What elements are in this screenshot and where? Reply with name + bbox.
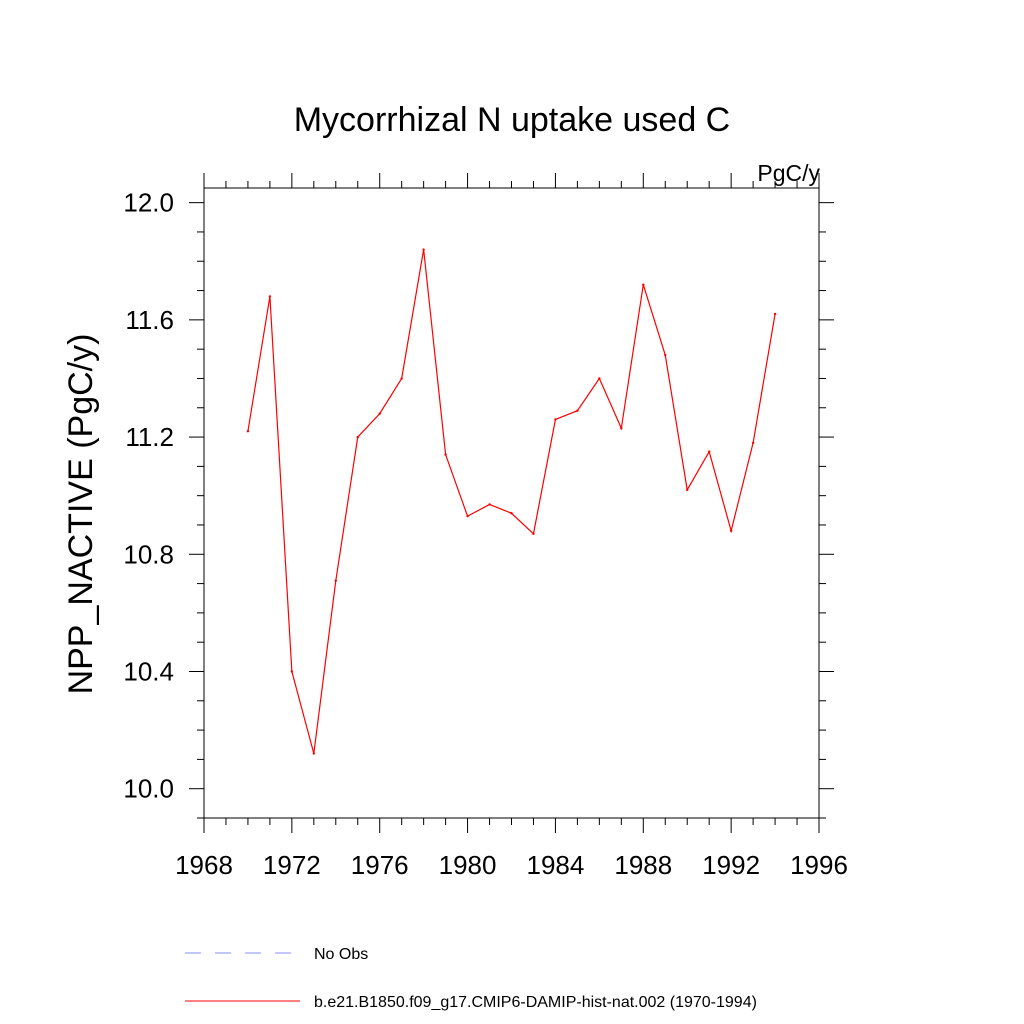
data-point (773, 312, 777, 316)
x-tick-label: 1988 (614, 850, 672, 880)
data-point (686, 488, 689, 492)
data-point (334, 579, 337, 582)
y-tick-label: 10.0 (123, 774, 174, 804)
data-point (356, 435, 359, 439)
series-group (246, 248, 777, 755)
data-point (729, 529, 733, 533)
data-point (466, 514, 469, 518)
y-tick-label: 11.2 (125, 422, 174, 452)
data-point (642, 283, 645, 286)
legend-label: No Obs (314, 946, 368, 963)
legend-label: b.e21.B1850.f09_g17.CMIP6-DAMIP-hist-nat… (314, 994, 757, 1011)
x-tick-label: 1972 (263, 850, 321, 880)
data-point (554, 418, 557, 421)
series-line-1 (247, 249, 776, 754)
axis-ticks: 1968 1972 1976 1980 1984 1988 1992 1996 10.0 10.4… (123, 173, 848, 880)
x-tick-label: 1984 (527, 850, 585, 880)
x-tick-label: 1996 (790, 850, 848, 880)
data-point (444, 453, 447, 456)
y-tick-label: 11.6 (125, 305, 174, 335)
data-point (268, 295, 272, 298)
data-point (246, 430, 250, 433)
y-axis-label: NPP_NACTIVE (PgC/y) (62, 334, 100, 695)
data-point (422, 248, 425, 251)
data-point (488, 503, 491, 506)
data-point (751, 441, 755, 445)
data-point (400, 377, 403, 380)
x-tick-label: 1992 (702, 850, 760, 880)
legend: No Obs b.e21.B1850.f09_g17.CMIP6-DAMIP-hi… (185, 946, 757, 1011)
x-tick-label: 1980 (439, 850, 497, 880)
data-point (576, 409, 579, 412)
data-point (312, 752, 316, 755)
x-tick-label: 1968 (175, 850, 233, 880)
plot-area (203, 187, 820, 819)
y-tick-label: 10.4 (123, 656, 174, 686)
data-point (707, 450, 711, 453)
data-point (532, 532, 535, 535)
data-point (290, 670, 294, 673)
plot-frame (203, 187, 820, 819)
data-point (510, 512, 513, 515)
data-point (620, 427, 623, 430)
data-point (378, 412, 381, 415)
y-tick-label: 12.0 (123, 188, 174, 218)
y-tick-label: 10.8 (123, 539, 174, 569)
units-label: PgC/y (757, 160, 820, 186)
chart-title: Mycorrhizal N uptake used C (294, 101, 731, 139)
data-point (598, 377, 601, 380)
x-tick-label: 1976 (351, 850, 409, 880)
data-point (664, 353, 667, 357)
